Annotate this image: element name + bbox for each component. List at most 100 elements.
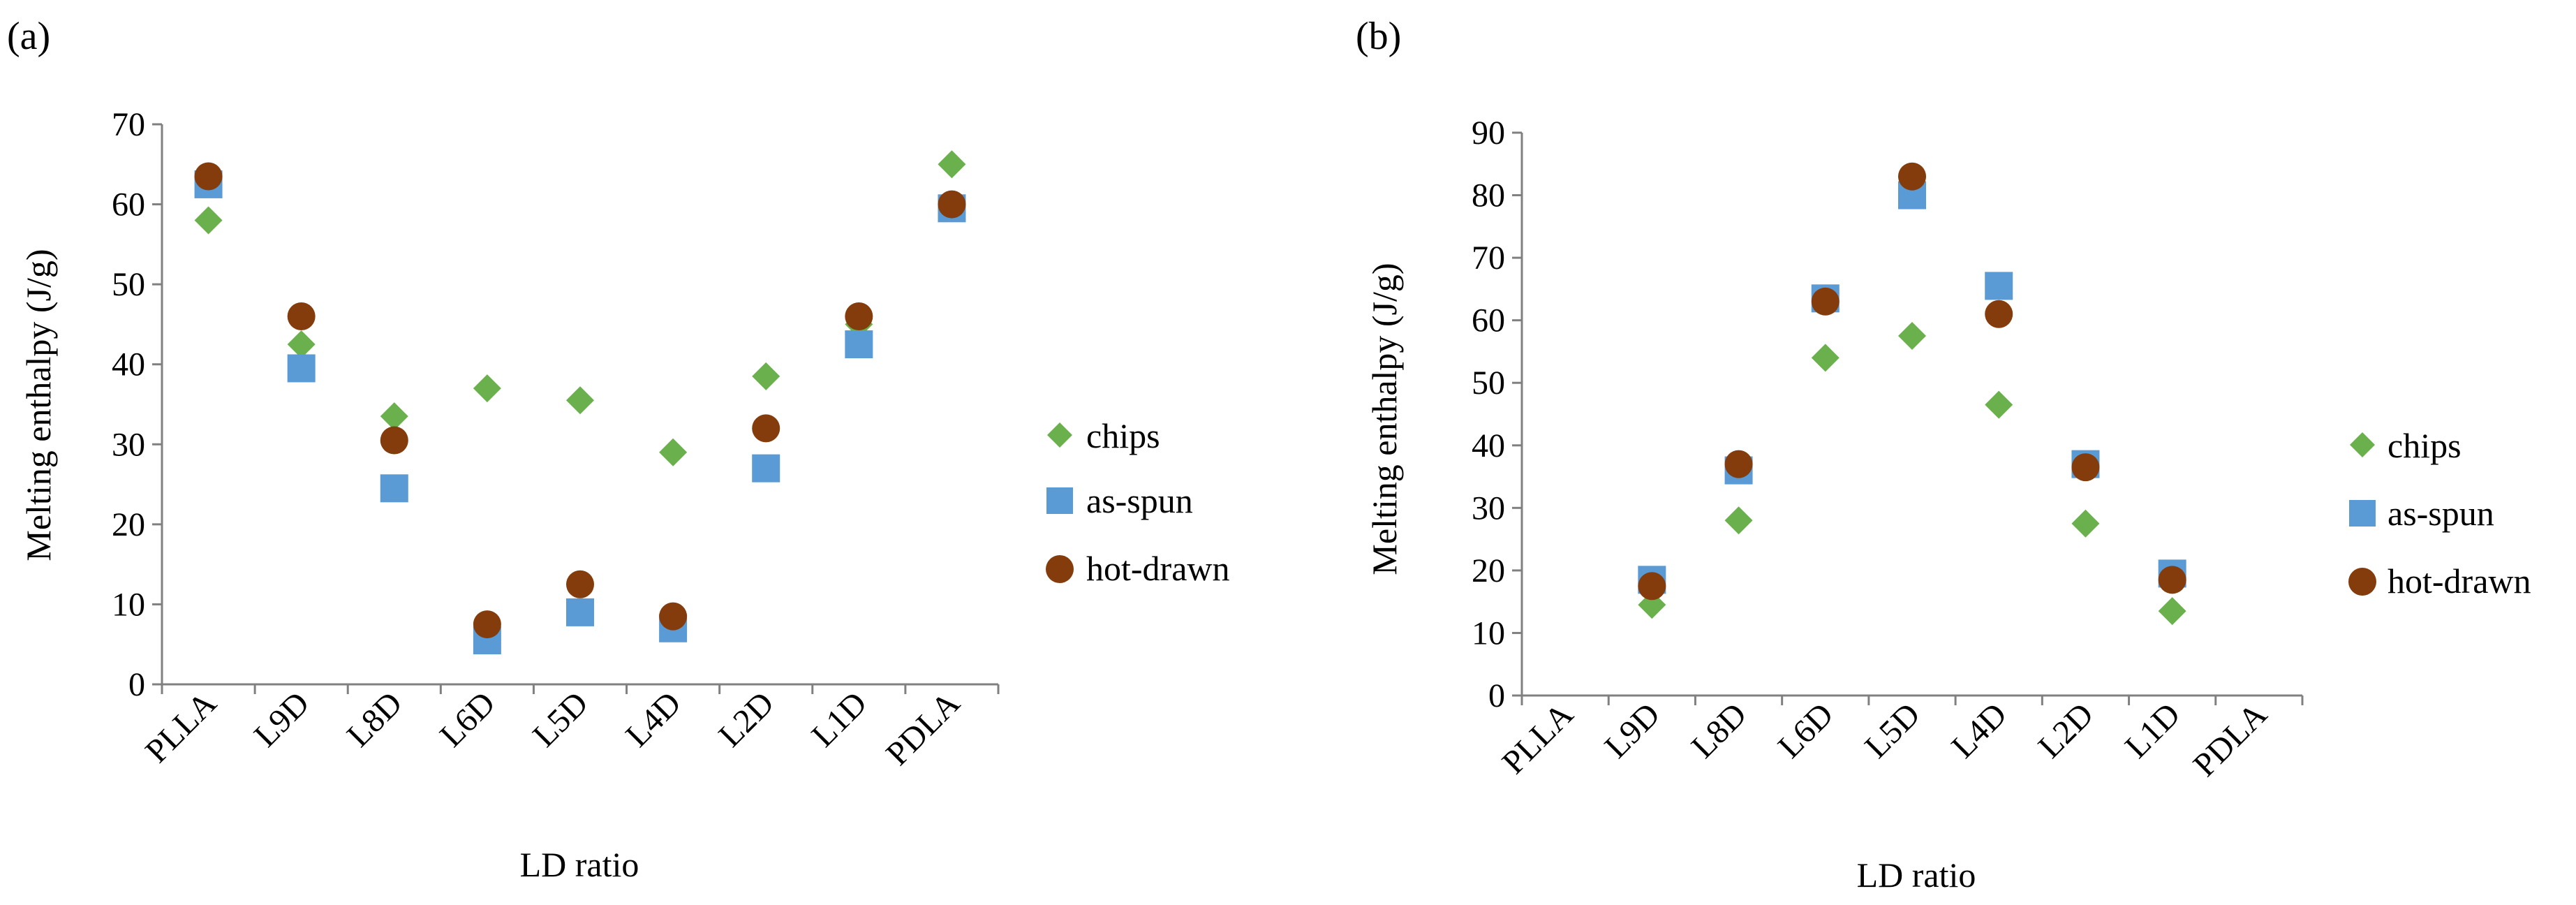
point-chips-l2d: [2071, 509, 2100, 538]
point-hot-drawn-l9d: [1638, 572, 1666, 601]
point-as-spun-l8d: [380, 474, 408, 503]
y-tick-label: 0: [128, 666, 145, 703]
legend-a: chips as-spun hot-drawn: [1046, 416, 1230, 588]
y-tick-label: 20: [112, 506, 145, 543]
point-hot-drawn-l2d: [752, 414, 780, 443]
chart-panel-b: (b) Melting enthalpy (J/g) LD ratio 0 10 2…: [1356, 15, 2531, 895]
y-tick-label: 60: [1472, 302, 1505, 339]
point-chips-l1d: [2158, 597, 2186, 626]
x-tick-label: L6D: [1771, 696, 1841, 765]
legend-as-spun-marker-b: [2349, 500, 2376, 527]
legend-hot-drawn-marker-b: [2348, 568, 2376, 596]
axes-b: 0 10 20 30 40 50 60 70 80 90 PLLA L9D L8D L6D L5D L4D L2…: [1472, 115, 2304, 783]
point-hot-drawn-l8d: [1724, 450, 1753, 478]
point-chips-l4d: [659, 438, 688, 466]
legend-chips-label-b: chips: [2388, 426, 2462, 465]
legend-chips-marker-b: [2350, 432, 2375, 457]
point-as-spun-l2d: [752, 454, 780, 483]
y-tick-label: 10: [1472, 615, 1505, 652]
y-tick-label: 20: [1472, 552, 1505, 589]
chart-panel-a: (a) Melting enthalpy (J/g) LD ratio 0 10 2…: [7, 15, 1230, 884]
legend-hot-drawn-marker-a: [1046, 555, 1074, 583]
legend-as-spun-label-b: as-spun: [2388, 494, 2494, 533]
x-tick-label: L6D: [433, 684, 503, 754]
point-hot-drawn-l5d: [1898, 162, 1926, 191]
point-chips-l9d: [287, 330, 316, 359]
point-hot-drawn-pdla: [938, 190, 966, 219]
x-tick-label: L5D: [526, 684, 595, 754]
y-tick-label: 50: [112, 266, 145, 303]
point-hot-drawn-l1d: [2158, 566, 2186, 594]
x-tick-label: L9D: [247, 684, 317, 754]
x-tick-label: L2D: [2031, 696, 2101, 765]
y-axis-title-b: Melting enthalpy (J/g): [1365, 263, 1404, 575]
y-tick-label: 70: [1472, 240, 1505, 277]
y-tick-label: 80: [1472, 177, 1505, 214]
series-chips: [1638, 322, 2186, 626]
x-tick-label: L8D: [340, 684, 410, 754]
legend-chips-label-a: chips: [1086, 416, 1160, 455]
point-chips-l5d: [1898, 322, 1926, 351]
y-axis-title-a: Melting enthalpy (J/g): [19, 249, 58, 561]
x-axis-title-a: LD ratio: [520, 845, 639, 884]
legend-b: chips as-spun hot-drawn: [2348, 426, 2531, 601]
point-chips-plla: [194, 206, 223, 235]
panel-label-b: (b): [1356, 15, 1401, 58]
point-chips-l5d: [566, 386, 594, 415]
point-as-spun-l9d: [287, 354, 316, 383]
series-hot-drawn: [1638, 162, 2186, 601]
point-as-spun-l1d: [845, 330, 873, 359]
point-chips-l6d: [473, 374, 501, 403]
y-tick-label: 90: [1472, 115, 1505, 152]
x-tick-label: L1D: [2118, 696, 2188, 765]
x-tick-label: L9D: [1597, 696, 1667, 765]
x-axis-title-b: LD ratio: [1857, 855, 1976, 895]
series-hot-drawn: [194, 162, 966, 639]
x-tick-label: L2D: [711, 684, 781, 754]
legend-chips-marker-a: [1047, 422, 1072, 448]
y-tick-label: 60: [112, 186, 145, 223]
point-as-spun-l5d: [566, 598, 594, 626]
y-tick-label: 70: [112, 106, 145, 143]
x-tick-label: PLLA: [1495, 696, 1581, 781]
series-chips: [194, 150, 966, 466]
x-tick-label: PLLA: [138, 684, 224, 770]
point-hot-drawn-l8d: [380, 426, 408, 455]
legend-hot-drawn-label-b: hot-drawn: [2388, 561, 2531, 601]
point-hot-drawn-l4d: [1985, 300, 2013, 328]
marks-a: [194, 150, 966, 654]
y-tick-label: 10: [112, 586, 145, 623]
y-tick-label: 30: [1472, 490, 1505, 527]
point-as-spun-l4d: [1985, 272, 2013, 300]
series-as-spun: [1638, 181, 2186, 594]
legend-as-spun-label-a: as-spun: [1086, 481, 1193, 520]
point-chips-l2d: [752, 362, 780, 390]
y-tick-label: 30: [112, 426, 145, 463]
point-hot-drawn-l5d: [566, 570, 594, 598]
x-tick-label: L8D: [1685, 696, 1754, 765]
y-tick-label: 40: [1472, 427, 1505, 464]
point-chips-l6d: [1811, 344, 1840, 372]
point-hot-drawn-l2d: [2071, 453, 2100, 482]
y-tick-label: 50: [1472, 365, 1505, 402]
point-chips-pdla: [938, 150, 966, 179]
x-tick-label: L5D: [1858, 696, 1927, 765]
y-tick-label: 0: [1488, 677, 1505, 714]
x-tick-label: L4D: [1944, 696, 2014, 765]
point-hot-drawn-l1d: [845, 302, 873, 330]
x-tick-label: L4D: [619, 684, 688, 754]
point-chips-l4d: [1985, 390, 2013, 419]
point-hot-drawn-l9d: [287, 302, 316, 330]
panel-label-a: (a): [7, 15, 50, 58]
point-chips-l8d: [1724, 506, 1753, 535]
point-chips-l8d: [380, 402, 408, 431]
axes-a: 0 10 20 30 40 50 60 70 PLLA L9D L8D L6D L5D L4D L2D L1D…: [112, 106, 1000, 772]
x-tick-label: PDLA: [879, 684, 967, 772]
point-hot-drawn-plla: [194, 162, 223, 191]
point-hot-drawn-l6d: [1811, 287, 1840, 316]
point-hot-drawn-l6d: [473, 610, 501, 639]
y-tick-label: 40: [112, 346, 145, 383]
legend-hot-drawn-label-a: hot-drawn: [1086, 549, 1230, 588]
x-tick-label: PDLA: [2186, 696, 2274, 783]
